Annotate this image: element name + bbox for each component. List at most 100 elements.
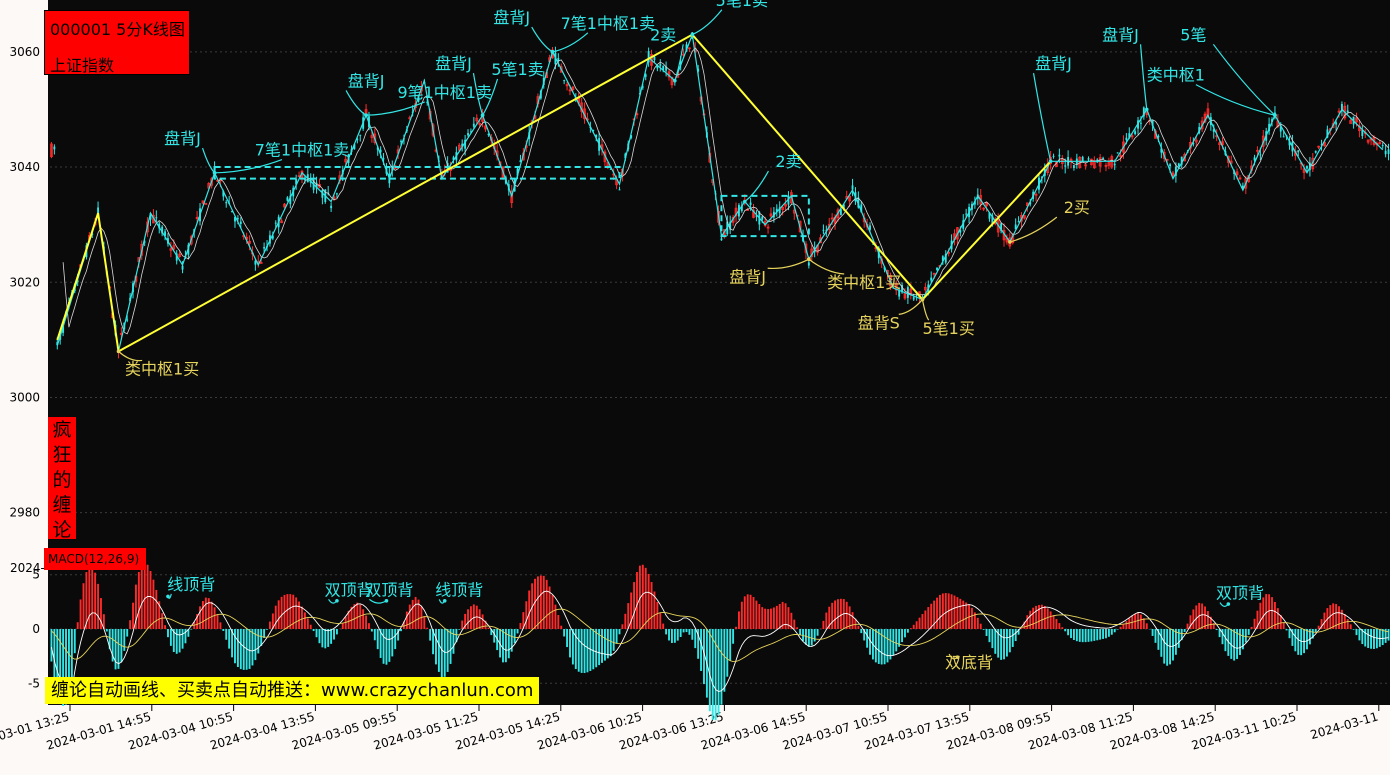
candle-body-up xyxy=(565,84,569,87)
candle-body-up xyxy=(982,207,985,210)
candle-body-down xyxy=(464,139,467,149)
signal-label: 5笔1卖 xyxy=(491,60,543,79)
candle-body-down xyxy=(644,74,647,77)
signal-arrow xyxy=(214,158,283,174)
candle-body-down xyxy=(155,217,158,219)
candle-body-up xyxy=(827,224,831,230)
signal-label: 7笔1中枢1卖 xyxy=(255,141,350,160)
candle-body-up xyxy=(1145,112,1149,115)
candle-body-up xyxy=(431,124,435,136)
candle-body-down xyxy=(236,218,239,220)
candle-body-up xyxy=(752,209,755,218)
macd-histogram xyxy=(50,561,1390,721)
candle-body-down xyxy=(1087,158,1090,160)
signal-arrow-head xyxy=(166,594,170,599)
candle-body-down xyxy=(1297,150,1300,153)
candle-body-down xyxy=(860,204,863,213)
candle-body-down xyxy=(988,212,991,219)
candle-body-up xyxy=(670,76,674,86)
signal-label: 双顶背 xyxy=(325,580,373,599)
candle-body-down xyxy=(842,204,845,210)
price-tick-label: 3060 xyxy=(9,45,40,59)
candle-body-up xyxy=(169,248,173,251)
candle-body-down xyxy=(274,222,277,224)
candle-body-down xyxy=(97,207,100,214)
candle-body-down xyxy=(665,66,668,71)
vertical-char: 缠 xyxy=(52,494,72,516)
signal-label: 线顶背 xyxy=(167,575,215,594)
candle-body-up xyxy=(1194,139,1198,143)
candle-body-down xyxy=(1192,143,1195,145)
candle-body-down xyxy=(1081,156,1084,163)
signal-label: 盘背J xyxy=(348,71,385,90)
signal-arrow xyxy=(552,32,589,53)
signal-arrow xyxy=(692,9,723,36)
candle-body-up xyxy=(932,272,936,275)
candle-body-up xyxy=(1378,142,1382,145)
candle-body-down xyxy=(653,56,656,61)
candle-body-down xyxy=(225,201,228,204)
bi-lines xyxy=(56,32,1384,352)
candle-body-up xyxy=(1238,177,1242,180)
candle-body-down xyxy=(1134,131,1137,135)
candle-body-down xyxy=(295,178,298,185)
candle-body-down xyxy=(609,168,612,170)
candle-body-up xyxy=(717,210,720,223)
candle-body-down xyxy=(239,221,242,224)
vertical-char: 狂 xyxy=(52,444,72,466)
candle-body-down xyxy=(1058,154,1061,157)
candle-body-up xyxy=(1226,156,1230,163)
signal-arrow-head xyxy=(690,32,695,37)
candle-body-up xyxy=(1023,215,1026,219)
signal-arrow-head xyxy=(116,349,121,354)
candle-body-down xyxy=(1241,185,1244,188)
candle-body-up xyxy=(766,226,770,229)
candle-body-up xyxy=(210,178,214,186)
chart-code-title: 000001 5分K线图 xyxy=(50,20,185,39)
candle-body-up xyxy=(1090,158,1093,166)
candle-body-down xyxy=(787,195,790,205)
main-panel-background xyxy=(48,0,1390,553)
candle-body-up xyxy=(848,195,851,202)
signal-arrow-head xyxy=(1273,113,1277,118)
candle-body-down xyxy=(624,153,627,159)
signal-arrow xyxy=(366,101,425,116)
candle-body-up xyxy=(50,143,53,158)
candle-body-down xyxy=(1326,129,1329,138)
candle-body-down xyxy=(330,205,333,209)
signal-arrow-head xyxy=(335,598,339,603)
signal-arrow-head xyxy=(364,113,368,118)
candle-body-down xyxy=(53,146,56,150)
candle-body-down xyxy=(487,133,490,135)
candle-body-down xyxy=(161,226,164,234)
candle-body-down xyxy=(941,256,944,261)
signal-arrow xyxy=(482,78,499,116)
candle-body-up xyxy=(1119,155,1122,157)
candle-body-down xyxy=(271,235,274,239)
signal-arrow xyxy=(1009,216,1058,243)
signal-arrow xyxy=(1212,43,1276,116)
signal-label: 类中枢1买 xyxy=(125,359,199,378)
signal-arrow-head xyxy=(550,50,555,54)
price-axis: 3060 3040 3020 3000 2980 5 0 -5 2024- xyxy=(9,45,44,690)
candle-body-up xyxy=(723,229,726,236)
signal-label: 7笔1中枢1卖 xyxy=(561,14,656,33)
candle-body-down xyxy=(973,201,976,205)
candle-body-down xyxy=(1177,163,1180,167)
signal-arrow xyxy=(674,44,684,81)
zhongshu-box xyxy=(720,194,810,238)
candle-body-down xyxy=(1125,137,1128,140)
macd-tick-label: -5 xyxy=(28,676,40,690)
grid-lines xyxy=(50,51,1390,684)
price-tick-label: 2980 xyxy=(9,506,40,520)
signal-arrow xyxy=(118,350,143,362)
candle-body-down xyxy=(1142,107,1145,117)
candle-body-up xyxy=(510,190,514,203)
candle-body-up xyxy=(804,243,808,253)
candle-body-up xyxy=(1107,162,1111,166)
candle-body-up xyxy=(1317,145,1320,148)
candle-body-down xyxy=(656,66,659,69)
signal-arrow-head xyxy=(212,171,217,175)
candle-body-down xyxy=(1160,148,1163,153)
